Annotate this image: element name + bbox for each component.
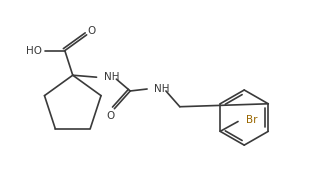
Text: O: O (106, 111, 115, 121)
Text: O: O (88, 26, 96, 36)
Text: NH: NH (105, 72, 120, 82)
Text: Br: Br (246, 115, 257, 125)
Text: HO: HO (26, 46, 42, 56)
Text: NH: NH (154, 84, 170, 94)
